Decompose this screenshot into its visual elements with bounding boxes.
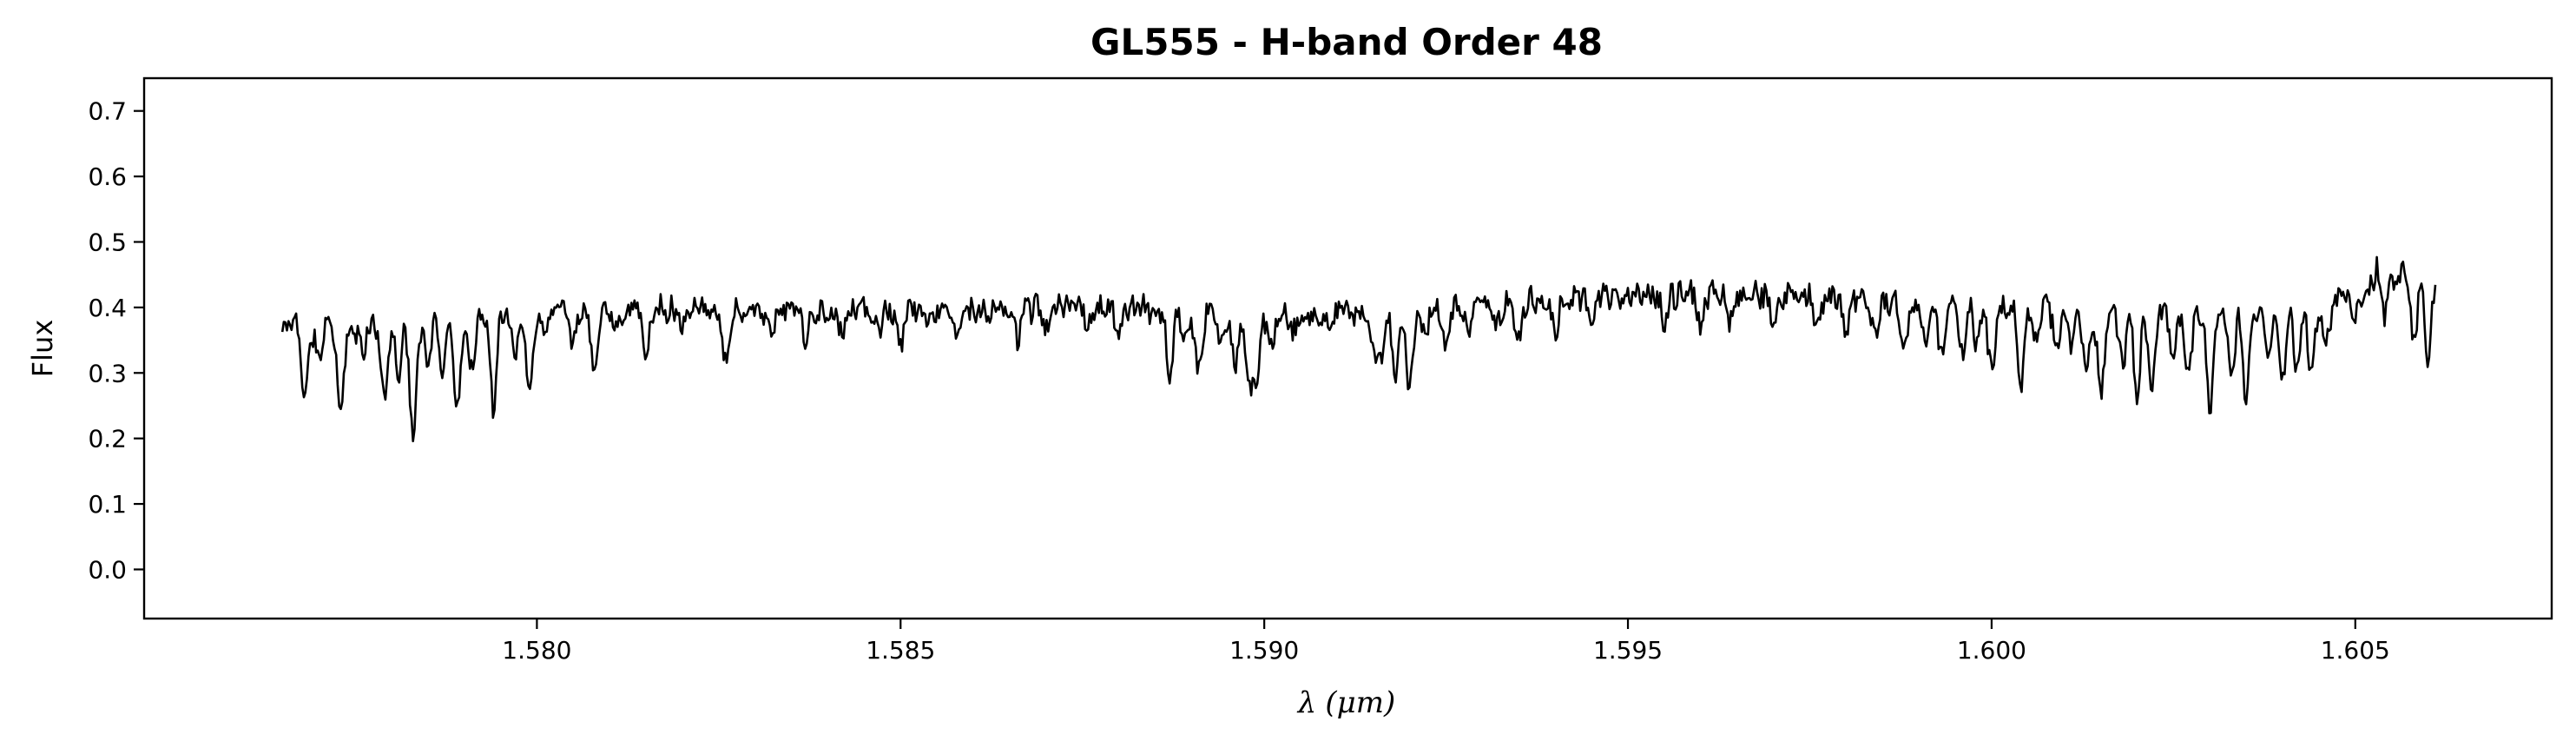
y-tick-label: 0.0	[88, 555, 127, 584]
x-tick-label: 1.590	[1229, 636, 1299, 665]
x-tick-label: 1.600	[1957, 636, 2026, 665]
x-axis-label-unit: (μm)	[1325, 685, 1395, 720]
y-tick-label: 0.3	[88, 359, 127, 387]
x-axis-label: λ (μm)	[1296, 685, 1395, 720]
plot-frame	[142, 76, 2553, 620]
spectrum-line	[280, 255, 2437, 443]
y-axis-label: Flux	[26, 320, 59, 378]
plot-area	[142, 76, 2553, 620]
x-tick-label: 1.595	[1593, 636, 1663, 665]
y-tick-label: 0.6	[88, 162, 127, 191]
y-axis: 0.0 0.1 0.2 0.3 0.4 0.5 0.6 0.7	[88, 97, 144, 584]
y-tick-label: 0.2	[88, 425, 127, 453]
x-tick-label: 1.585	[866, 636, 935, 665]
x-axis: 1.580 1.585 1.590 1.595 1.600 1.605	[502, 619, 2390, 665]
chart-title: GL555 - H-band Order 48	[1090, 21, 1603, 63]
x-tick-label: 1.605	[2321, 636, 2390, 665]
y-tick-label: 0.7	[88, 97, 127, 126]
y-tick-label: 0.1	[88, 490, 127, 519]
x-axis-label-symbol: λ	[1296, 685, 1317, 720]
y-tick-label: 0.4	[88, 294, 127, 322]
y-tick-label: 0.5	[88, 228, 127, 256]
x-tick-label: 1.580	[502, 636, 571, 665]
